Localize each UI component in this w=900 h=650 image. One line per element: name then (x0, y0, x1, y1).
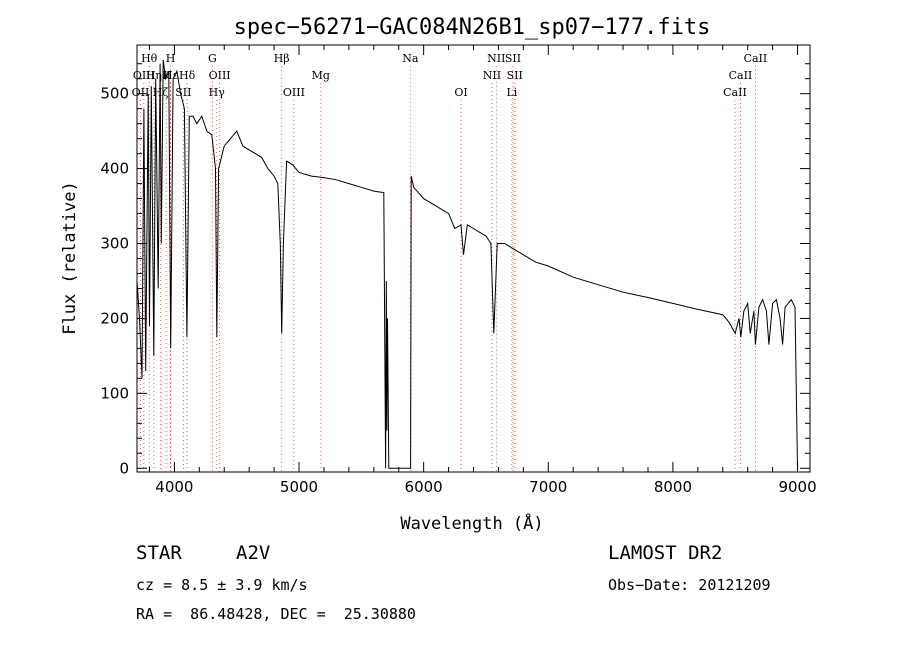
object-class: STAR (136, 542, 182, 564)
line-label: Na (402, 52, 419, 65)
object-subclass: A2V (236, 542, 271, 564)
line-markers (140, 66, 756, 472)
line-label: SII (507, 69, 523, 82)
line-label: SII (175, 86, 191, 99)
y-tick-label: 300 (100, 235, 129, 253)
line-label: Hη (146, 69, 162, 82)
y-axis: 0 100 200 300 400 500 (100, 63, 810, 477)
line-label: CaII (744, 52, 768, 65)
x-tick-label: 6000 (405, 478, 443, 496)
y-tick-label: 100 (100, 384, 129, 402)
spectrum-line (136, 59, 798, 469)
x-tick-label: 8000 (654, 478, 692, 496)
y-axis-label: Flux (relative) (60, 181, 80, 335)
line-label: NII (487, 52, 505, 65)
y-tick-label: 200 (100, 309, 129, 327)
line-label: SII (505, 52, 521, 65)
x-tick-label: 4000 (155, 478, 193, 496)
x-axis-label: Wavelength (Å) (400, 512, 543, 534)
x-axis: 4000 5000 6000 7000 8000 9000 (148, 45, 817, 496)
line-label: CaII (723, 86, 747, 99)
line-label: Hβ (274, 52, 290, 65)
line-label: CaII (729, 69, 753, 82)
sky-coordinates: RA = 86.48428, DEC = 25.30880 (136, 605, 416, 623)
line-label: Mg (312, 69, 330, 82)
line-label: Hγ (209, 86, 226, 99)
line-label: G (208, 52, 217, 65)
line-label: OI (454, 86, 467, 99)
y-tick-label: 400 (100, 160, 129, 178)
survey-name: LAMOST DR2 (608, 542, 723, 564)
y-tick-label: 0 (119, 459, 129, 477)
line-label: Li (506, 86, 517, 99)
x-tick-label: 5000 (280, 478, 318, 496)
chart-title: spec−56271−GAC084N26B1_sp07−177.fits (234, 15, 711, 40)
redshift-velocity: cz = 8.5 ± 3.9 km/s (136, 576, 308, 594)
line-label: NII (483, 69, 501, 82)
line-label: OIII (283, 86, 305, 99)
observation-date: Obs−Date: 20121209 (608, 576, 771, 594)
y-tick-label: 500 (100, 85, 129, 103)
line-label: Hδ (179, 69, 196, 82)
line-label: Hθ (141, 52, 158, 65)
line-label: OII (132, 86, 150, 99)
plot-frame (136, 44, 811, 473)
line-label: OIII (209, 69, 231, 82)
line-label: Hε (163, 69, 179, 82)
line-label: H (166, 52, 176, 65)
x-tick-label: 9000 (778, 478, 816, 496)
x-tick-label: 7000 (529, 478, 567, 496)
